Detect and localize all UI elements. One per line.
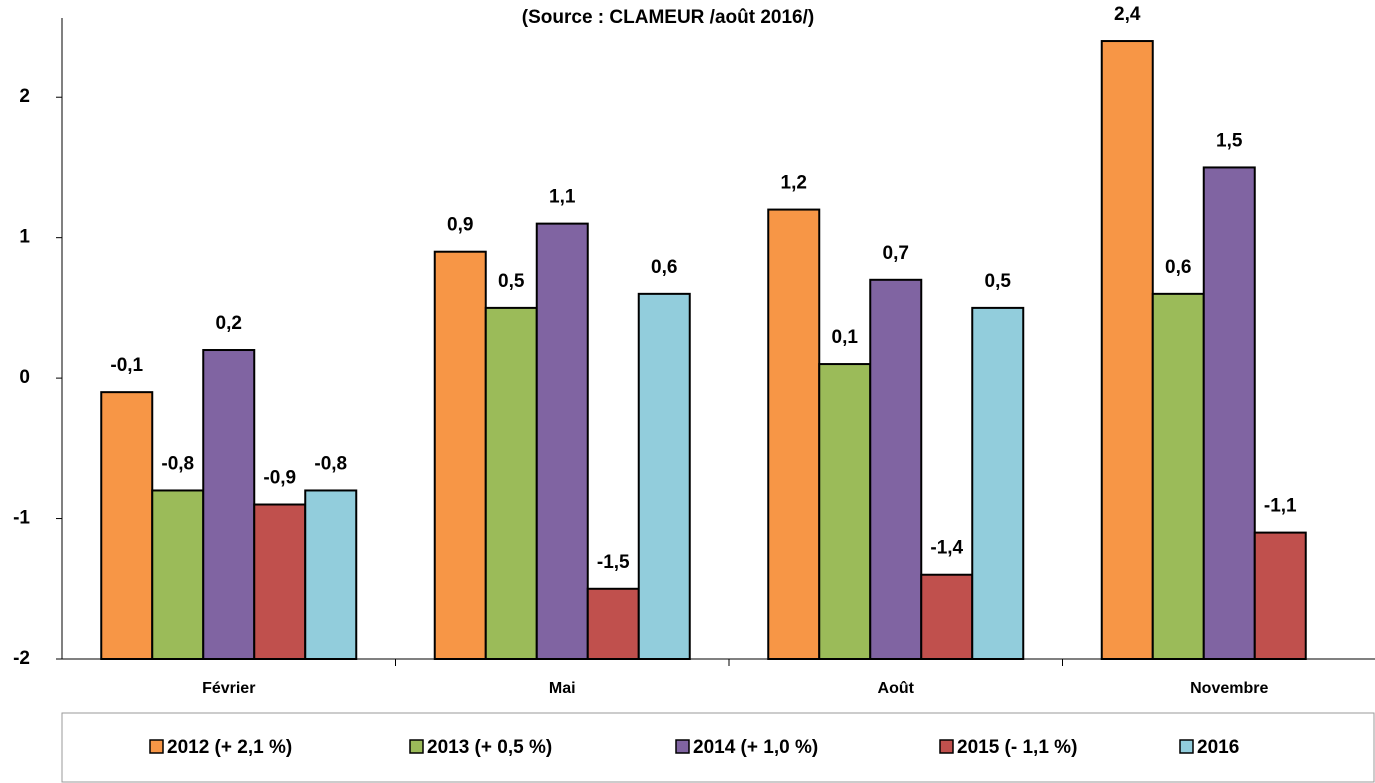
bar <box>1100 40 1154 661</box>
bar <box>253 503 307 660</box>
legend-label: 2014 (+ 1,0 %) <box>693 737 818 758</box>
data-label: 1,2 <box>781 173 807 194</box>
bar <box>971 306 1025 660</box>
legend-swatch <box>1179 739 1194 754</box>
y-tick-label: -2 <box>13 648 30 669</box>
data-label: 0,2 <box>216 313 242 334</box>
bar <box>1253 531 1307 660</box>
legend-swatch <box>409 739 424 754</box>
y-tick-label: -1 <box>13 508 30 529</box>
y-tick-label: 2 <box>19 86 30 107</box>
bar <box>920 573 974 661</box>
data-label: -0,8 <box>161 453 194 474</box>
x-tick-label: Mai <box>549 680 576 697</box>
bar <box>818 363 872 660</box>
data-label: 0,5 <box>498 271 525 292</box>
x-tick-label: Novembre <box>1190 680 1268 697</box>
y-tick-label: 1 <box>19 227 30 248</box>
data-label: 0,9 <box>447 215 473 236</box>
legend-label: 2015 (- 1,1 %) <box>957 737 1077 758</box>
legend-box <box>61 712 1375 783</box>
legend-label: 2013 (+ 0,5 %) <box>427 737 552 758</box>
legend-swatch <box>675 739 690 754</box>
data-label: -1,5 <box>597 552 630 573</box>
bar <box>869 278 923 660</box>
bar <box>151 489 205 661</box>
bar <box>1151 292 1205 660</box>
data-label: -0,1 <box>110 355 143 376</box>
data-label: 1,5 <box>1216 130 1243 151</box>
data-label: -0,9 <box>263 468 296 489</box>
bar <box>1202 166 1256 660</box>
x-tick-label: Août <box>878 680 915 697</box>
bar <box>586 587 640 660</box>
data-label: -0,8 <box>314 453 347 474</box>
chart-title: (Source : CLAMEUR /août 2016/) <box>522 7 814 28</box>
data-label: -1,1 <box>1264 496 1297 517</box>
y-tick-label: 0 <box>19 367 30 388</box>
legend-swatch <box>149 739 164 754</box>
bar <box>767 208 821 660</box>
bar <box>202 349 256 660</box>
data-label: 0,7 <box>883 243 909 264</box>
data-label: -1,4 <box>930 538 963 559</box>
x-tick-label: Février <box>202 680 255 697</box>
bar <box>304 489 358 661</box>
data-label: 2,4 <box>1114 4 1141 25</box>
legend-swatch <box>939 739 954 754</box>
bar <box>535 222 589 660</box>
data-label: 0,6 <box>651 257 677 278</box>
data-label: 0,6 <box>1165 257 1191 278</box>
data-label: 0,5 <box>985 271 1012 292</box>
bar <box>484 306 538 660</box>
bar <box>433 250 487 660</box>
bar <box>100 391 154 660</box>
data-label: 1,1 <box>549 187 576 208</box>
legend-label: 2016 <box>1197 737 1239 758</box>
data-label: 0,1 <box>832 327 859 348</box>
bar <box>637 292 691 660</box>
legend-label: 2012 (+ 2,1 %) <box>167 737 292 758</box>
